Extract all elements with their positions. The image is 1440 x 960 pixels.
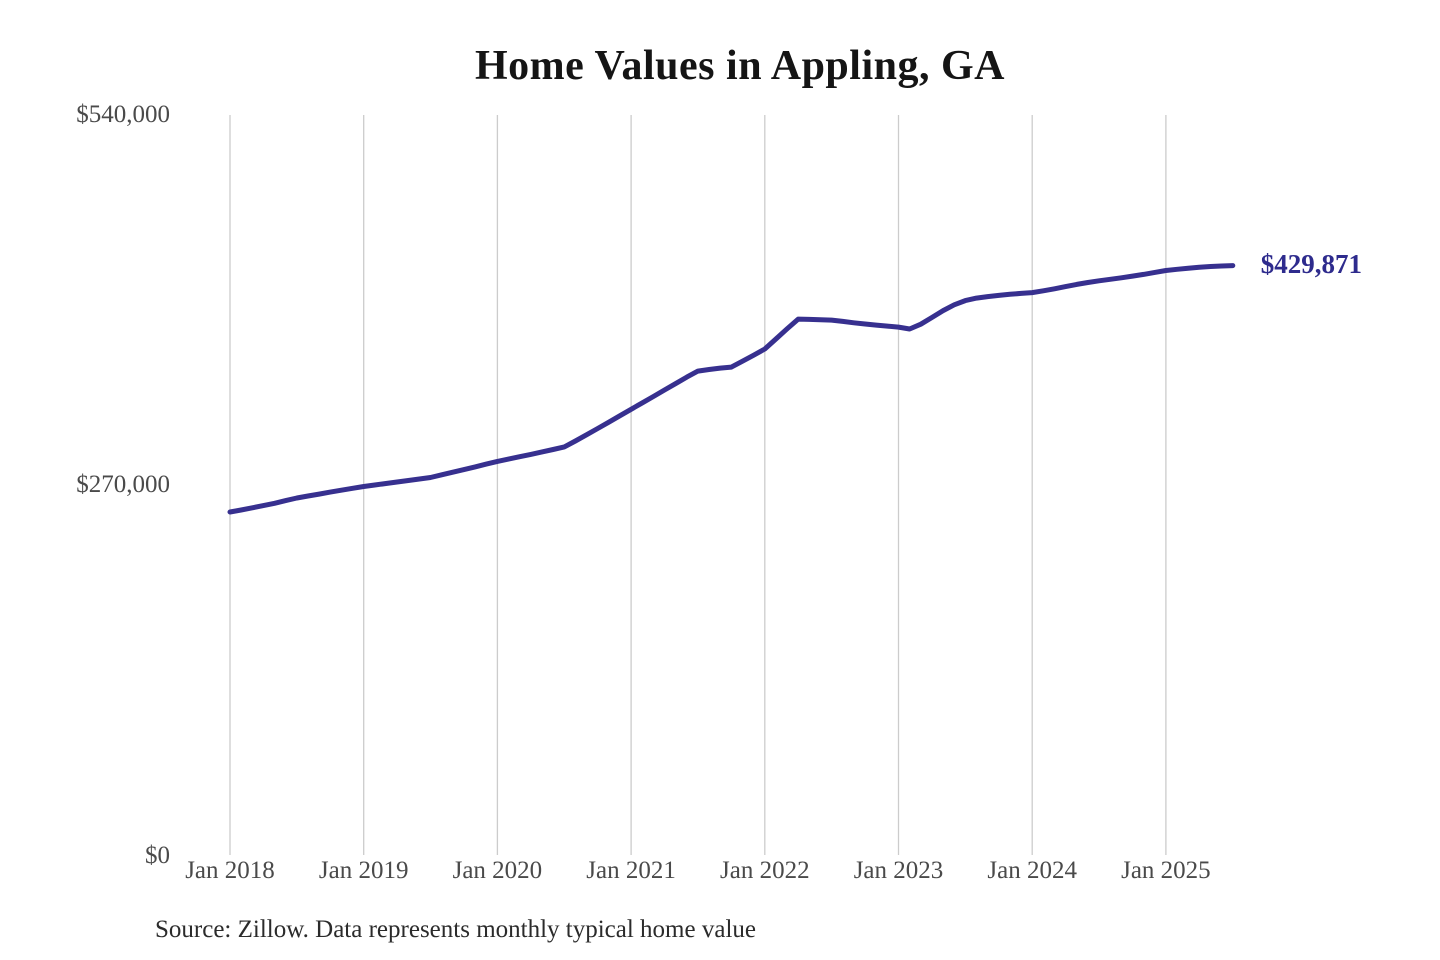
y-tick-label: $540,000 [76, 100, 170, 128]
latest-value-label: $429,871 [1260, 248, 1362, 279]
chart-title: Home Values in Appling, GA [475, 43, 1005, 89]
x-tick-label: Jan 2021 [586, 857, 676, 884]
y-tick-label: $270,000 [76, 471, 170, 498]
x-tick-label: Jan 2025 [1121, 857, 1211, 884]
home-value-line [227, 263, 1236, 515]
x-tick-label: Jan 2024 [987, 857, 1077, 884]
x-tick-label: Jan 2019 [318, 857, 409, 884]
y-tick-label: $0 [145, 841, 170, 869]
source-note: Source: Zillow. Data represents monthly … [155, 916, 756, 943]
x-tick-label: Jan 2018 [185, 857, 275, 884]
x-tick-label: Jan 2020 [452, 857, 543, 884]
x-tick-label: Jan 2023 [853, 857, 944, 884]
x-tick-label: Jan 2022 [720, 857, 810, 884]
